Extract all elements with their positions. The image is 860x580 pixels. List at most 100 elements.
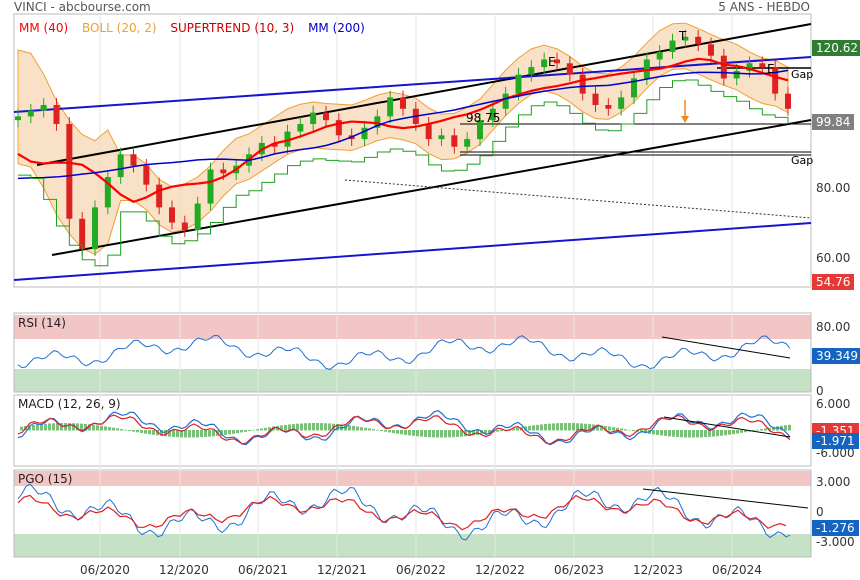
macd-histogram-bar xyxy=(360,427,363,431)
legend-boll: BOLL (20, 2) xyxy=(81,21,157,35)
macd-histogram-bar xyxy=(720,430,723,436)
macd-histogram-bar xyxy=(484,430,487,434)
macd-histogram-bar xyxy=(552,423,555,431)
macd-histogram-bar xyxy=(624,429,627,431)
macd-tick-6: 6.000 xyxy=(816,397,851,411)
macd-histogram-bar xyxy=(616,427,619,431)
macd-histogram-bar xyxy=(68,423,71,431)
macd-histogram-bar xyxy=(220,430,223,436)
candle-body xyxy=(477,120,483,140)
candle-body xyxy=(656,51,663,60)
candle-body xyxy=(579,74,586,94)
macd-histogram-bar xyxy=(656,430,659,435)
macd-histogram-bar xyxy=(676,430,679,438)
macd-histogram-bar xyxy=(764,428,767,431)
macd-histogram-bar xyxy=(304,423,307,431)
macd-histogram-bar xyxy=(752,430,755,431)
price-panel-frame xyxy=(13,13,812,288)
macd-histogram-bar xyxy=(488,430,491,434)
x-tick-5: 12/2022 xyxy=(475,563,525,577)
macd-histogram-bar xyxy=(44,423,47,431)
macd-histogram-bar xyxy=(632,430,635,432)
macd-histogram-bar xyxy=(440,430,443,438)
candle-body xyxy=(361,127,368,140)
macd-histogram-bar xyxy=(788,424,791,431)
macd-histogram-bar xyxy=(356,426,359,431)
macd-histogram-bar xyxy=(184,430,187,438)
macd-histogram-bar xyxy=(180,430,183,438)
candle-body xyxy=(566,63,573,75)
macd-histogram-bar xyxy=(576,423,579,431)
candle-body xyxy=(785,93,791,109)
macd-histogram-bar xyxy=(512,428,515,431)
macd-histogram-bar xyxy=(260,428,263,431)
macd-histogram-bar xyxy=(716,430,719,437)
macd-histogram-bar xyxy=(428,430,431,438)
macd-tick-neg6: -6.000 xyxy=(816,446,855,460)
candle-body xyxy=(284,131,291,147)
blue-upper-channel xyxy=(13,56,812,113)
macd-histogram-bar xyxy=(20,426,23,431)
price-badge-low: 54.76 xyxy=(812,274,855,290)
macd-histogram-bar xyxy=(320,423,323,431)
pgo-tick-0: 0 xyxy=(816,505,824,519)
macd-histogram-bar xyxy=(228,430,231,435)
x-tick-3: 12/2021 xyxy=(317,563,367,577)
pgo-title: PGO (15) xyxy=(18,472,73,486)
candle-body xyxy=(643,59,650,79)
candle-body xyxy=(310,112,317,124)
candle-body xyxy=(220,169,227,174)
macd-histogram-bar xyxy=(760,428,763,431)
macd-histogram-bar xyxy=(200,430,203,438)
macd-histogram-bar xyxy=(396,430,399,434)
candle-body xyxy=(400,97,406,109)
candle-body xyxy=(554,59,560,64)
macd-histogram-bar xyxy=(456,430,459,437)
macd-histogram-bar xyxy=(204,430,207,437)
upper-trend-line xyxy=(36,23,812,166)
macd-histogram-bar xyxy=(672,430,675,437)
macd-histogram-bar xyxy=(408,430,411,436)
macd-histogram-bar xyxy=(468,430,471,436)
macd-histogram-bar xyxy=(660,430,663,436)
pgo-badge: -1.276 xyxy=(812,520,859,536)
candle-body xyxy=(669,40,676,52)
macd-histogram-bar xyxy=(88,424,91,431)
legend-supertrend: SUPERTREND (10, 3) xyxy=(170,21,295,35)
macd-histogram-bar xyxy=(124,429,127,431)
macd-divergence-line xyxy=(663,416,791,438)
macd-histogram-bar xyxy=(176,430,179,438)
candle-body xyxy=(181,222,188,231)
rsi-panel-frame xyxy=(13,312,812,393)
macd-histogram-bar xyxy=(240,430,243,433)
macd-histogram-bar xyxy=(556,423,559,431)
macd-histogram-bar xyxy=(464,430,467,437)
macd-histogram-bar xyxy=(288,424,291,431)
macd-histogram-bar xyxy=(116,428,119,431)
macd-histogram-bar xyxy=(544,423,547,431)
macd-histogram-bar xyxy=(540,424,543,431)
macd-histogram-bar xyxy=(84,423,87,431)
macd-histogram-bar xyxy=(132,430,135,432)
macd-histogram-bar xyxy=(212,430,215,437)
macd-histogram-bar xyxy=(376,429,379,431)
candle-body xyxy=(194,203,201,231)
candle-body xyxy=(618,97,625,109)
macd-title: MACD (12, 26, 9) xyxy=(18,397,121,411)
macd-histogram-bar xyxy=(688,430,691,438)
candle-body xyxy=(27,110,34,117)
macd-histogram-bar xyxy=(56,423,59,431)
macd-histogram-bar xyxy=(532,425,535,431)
macd-histogram-bar xyxy=(236,430,239,434)
macd-histogram-bar xyxy=(560,423,563,431)
macd-histogram-bar xyxy=(144,430,147,434)
candle-body xyxy=(104,177,111,208)
macd-histogram-bar xyxy=(296,423,299,431)
macd-histogram-bar xyxy=(36,424,39,431)
macd-histogram-bar xyxy=(348,425,351,431)
macd-histogram-bar xyxy=(264,427,267,431)
candle-body xyxy=(66,123,73,219)
macd-histogram-bar xyxy=(480,430,483,435)
macd-histogram-bar xyxy=(596,424,599,431)
macd-histogram-bar xyxy=(168,430,171,437)
